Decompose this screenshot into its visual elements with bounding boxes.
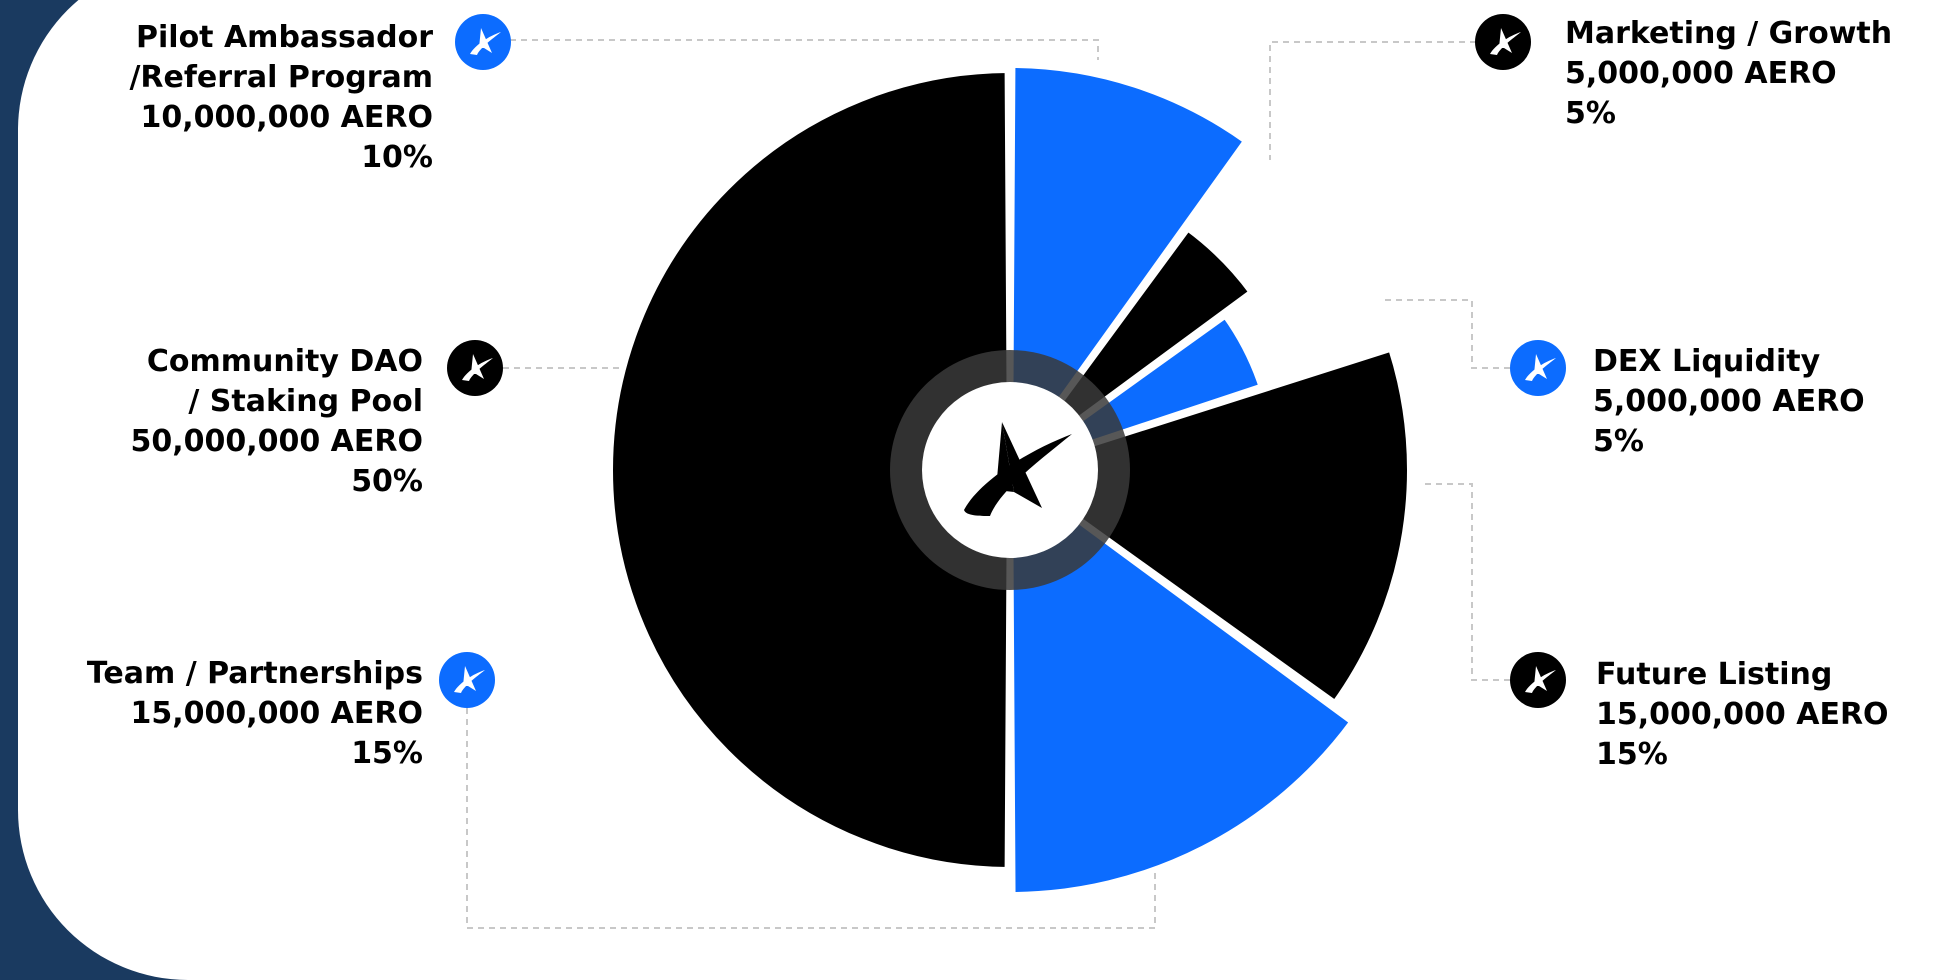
pie-center	[890, 350, 1130, 590]
slice-percent: 15%	[1596, 737, 1668, 772]
slice-amount: 5,000,000 AERO	[1565, 56, 1837, 91]
slice-amount: 15,000,000 AERO	[130, 696, 423, 731]
aero-logo-icon	[1510, 340, 1566, 396]
slice-percent: 10%	[361, 140, 433, 175]
slice-label-community-dao: Community DAO / Staking Pool 50,000,000 …	[130, 342, 423, 502]
slice-percent: 5%	[1593, 424, 1644, 459]
slice-amount: 50,000,000 AERO	[130, 424, 423, 459]
slice-amount: 10,000,000 AERO	[140, 100, 433, 135]
legend-icons	[439, 14, 1566, 708]
slice-name-line: Community DAO	[146, 344, 423, 379]
slice-name-line: Marketing / Growth	[1565, 16, 1893, 51]
tokenomics-chart-stage: Pilot Ambassador /Referral Program 10,00…	[18, 0, 1933, 980]
slice-label-dex-liquidity: DEX Liquidity 5,000,000 AERO 5%	[1593, 342, 1865, 462]
slice-name-line: /Referral Program	[129, 60, 433, 95]
slice-label-pilot-ambassador: Pilot Ambassador /Referral Program 10,00…	[129, 18, 433, 178]
slice-amount: 5,000,000 AERO	[1593, 384, 1865, 419]
allocation-pie-chart	[439, 14, 1566, 929]
pie-slice-team-partnerships	[1007, 470, 1357, 899]
slice-name-line: DEX Liquidity	[1593, 344, 1821, 379]
slice-label-team-partnerships: Team / Partnerships 15,000,000 AERO 15%	[87, 654, 423, 774]
aero-logo-icon	[1510, 652, 1566, 708]
leader-line-pilot-ambassador-referral-program	[510, 39, 1099, 60]
slice-percent: 5%	[1565, 96, 1616, 131]
slice-name-line: / Staking Pool	[188, 384, 423, 419]
slice-label-future-listing: Future Listing 15,000,000 AERO 15%	[1596, 655, 1889, 775]
slice-name-line: Team / Partnerships	[86, 656, 423, 691]
pie-slice-community-dao-staking-pool	[606, 66, 1013, 874]
slice-name-line: Future Listing	[1596, 657, 1833, 692]
leader-lines	[466, 39, 1510, 929]
leader-line-team-partnerships	[466, 708, 1156, 929]
slice-label-marketing-growth: Marketing / Growth 5,000,000 AERO 5%	[1565, 14, 1892, 134]
leader-line-dex-liquidity	[1385, 299, 1510, 369]
leader-line-marketing-growth	[1269, 41, 1476, 160]
slice-percent: 15%	[351, 736, 423, 771]
aero-logo-icon	[1475, 14, 1531, 70]
slice-amount: 15,000,000 AERO	[1596, 697, 1889, 732]
aero-logo-icon	[447, 340, 503, 396]
aero-logo-icon	[439, 652, 495, 708]
aero-logo-icon	[455, 14, 511, 70]
aero-logo-icon	[964, 422, 1072, 516]
pie-slice-pilot-ambassador-referral-program	[1007, 61, 1251, 469]
leader-line-future-listing	[1420, 483, 1510, 681]
slice-name-line: Pilot Ambassador	[136, 20, 433, 55]
slice-percent: 50%	[351, 464, 423, 499]
